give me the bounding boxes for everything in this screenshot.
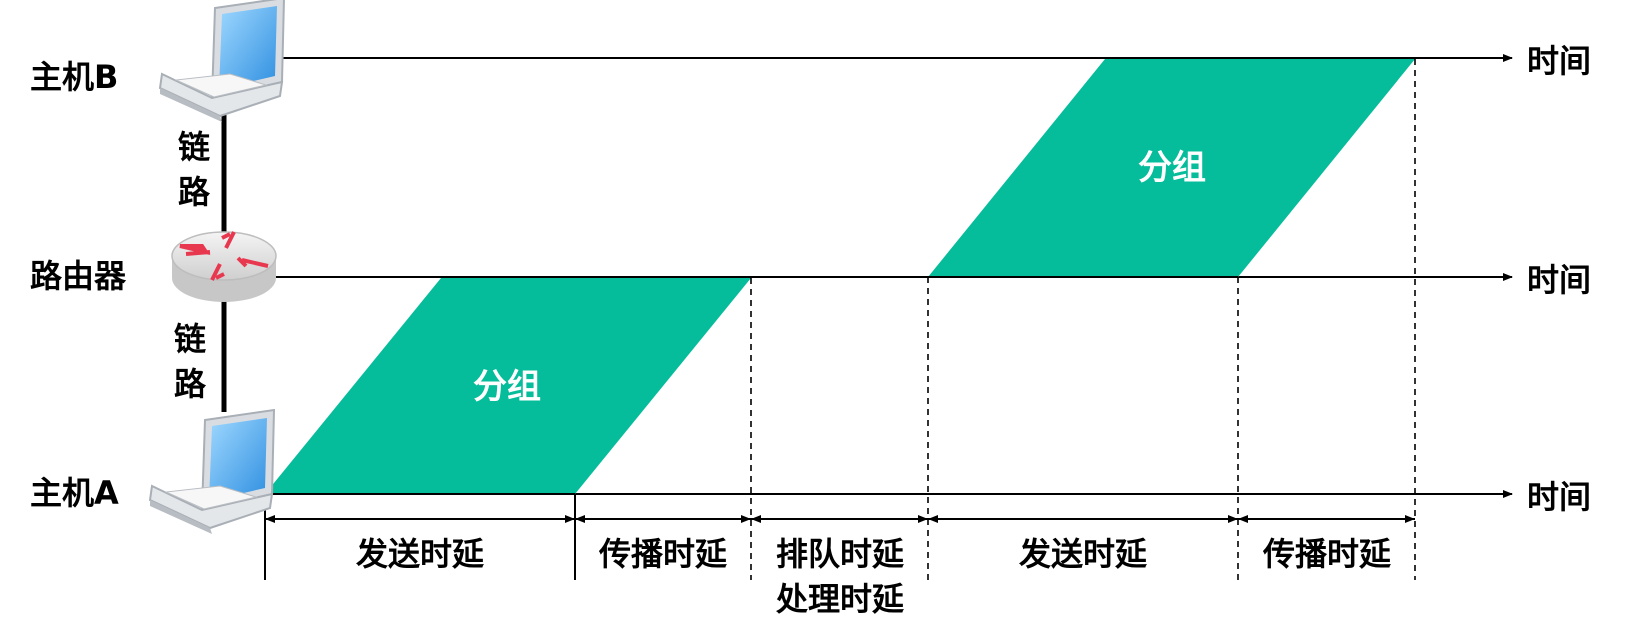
axis-label-router: 时间 xyxy=(1527,261,1591,299)
packet-hop-1 xyxy=(265,278,751,494)
router-icon xyxy=(171,231,277,302)
duration-prop-1: 传播时延 xyxy=(598,535,728,573)
axis-label-host-b: 时间 xyxy=(1527,42,1591,80)
packet-label-1: 分组 xyxy=(473,367,541,407)
link-label-lower-2: 路 xyxy=(174,365,207,403)
duration-send-1: 发送时延 xyxy=(356,535,485,573)
duration-queue: 排队时延 xyxy=(776,535,905,573)
link-label-upper-1: 链 xyxy=(178,128,210,166)
node-label-host-b: 主机B xyxy=(30,58,118,96)
packet-label-2: 分组 xyxy=(1138,148,1206,188)
duration-send-2: 发送时延 xyxy=(1019,535,1148,573)
link-label-lower-1: 链 xyxy=(174,320,206,358)
link-label-upper-2: 路 xyxy=(178,173,211,211)
node-label-router: 路由器 xyxy=(30,257,127,295)
duration-processing: 处理时延 xyxy=(775,580,905,618)
axis-label-host-a: 时间 xyxy=(1527,478,1591,516)
laptop-icon xyxy=(158,0,285,122)
laptop-icon xyxy=(148,408,276,534)
node-label-host-a: 主机A xyxy=(30,474,119,512)
duration-prop-2: 传播时延 xyxy=(1262,535,1392,573)
packet-hop-2 xyxy=(928,59,1415,277)
